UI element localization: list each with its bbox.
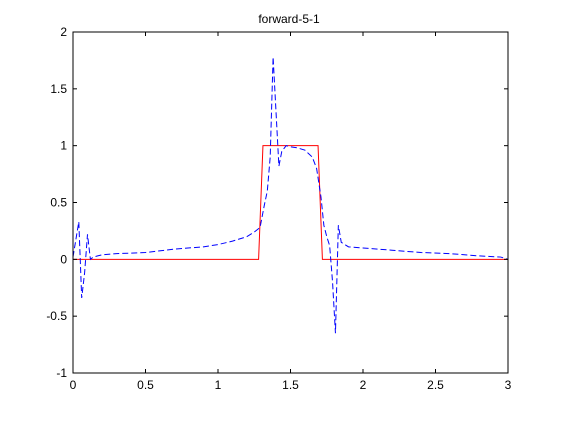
x-tick-label: 0.5 bbox=[137, 378, 154, 392]
y-tick-label: 2 bbox=[60, 25, 67, 39]
series-line-2 bbox=[72, 56, 509, 334]
axes-frame bbox=[72, 31, 509, 374]
x-tick-label: 0 bbox=[70, 378, 77, 392]
y-tick-label: -1 bbox=[56, 366, 67, 380]
plot-marks bbox=[72, 56, 509, 334]
x-tick-label: 3 bbox=[505, 378, 512, 392]
axis-ticks: 0 0.5 1 1.5 2 2.5 3 -1 -0.5 0 0.5 1 1.5 2 bbox=[46, 25, 511, 392]
x-tick-label: 1 bbox=[215, 378, 222, 392]
x-tick-label: 2 bbox=[360, 378, 367, 392]
chart-title: forward-5-1 bbox=[258, 12, 320, 26]
y-tick-label: 1 bbox=[60, 139, 67, 153]
series-line-1 bbox=[73, 145, 508, 260]
y-tick-label: 0.5 bbox=[50, 196, 67, 210]
y-tick-label: 0 bbox=[60, 252, 67, 266]
x-tick-label: 1.5 bbox=[282, 378, 299, 392]
y-tick-label: 1.5 bbox=[50, 82, 67, 96]
y-tick-label: -0.5 bbox=[46, 309, 67, 323]
x-tick-label: 2.5 bbox=[427, 378, 444, 392]
